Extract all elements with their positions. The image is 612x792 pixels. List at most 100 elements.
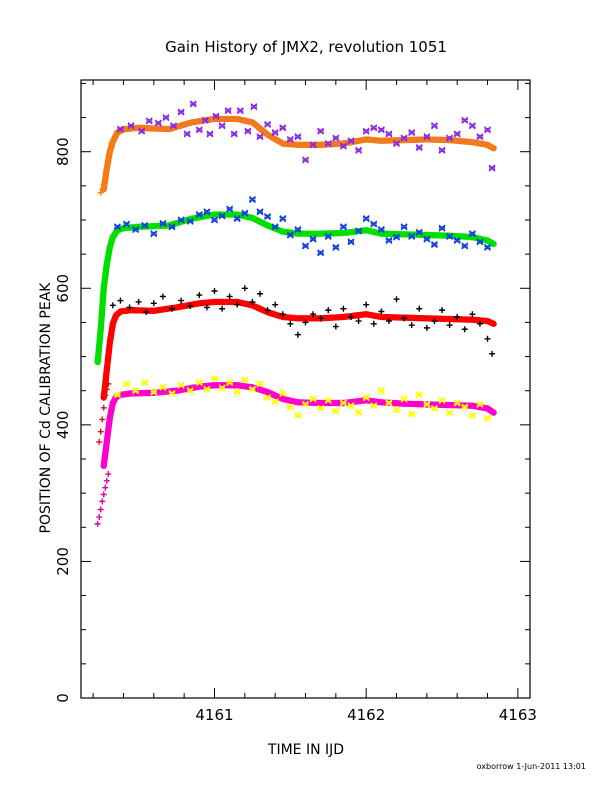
data-point (287, 404, 293, 410)
data-point (99, 416, 105, 422)
data-point (178, 109, 184, 115)
series-4 (114, 197, 490, 256)
data-point (386, 131, 392, 137)
data-point (454, 131, 460, 137)
data-point (485, 127, 491, 133)
data-point (237, 108, 243, 114)
data-point (485, 336, 491, 342)
x-axis-label: TIME IN IJD (267, 742, 344, 758)
data-point (371, 125, 377, 131)
data-point (401, 224, 407, 230)
data-point (295, 134, 301, 140)
data-series (94, 101, 496, 527)
data-point (95, 521, 101, 527)
data-point (333, 408, 339, 414)
data-point (265, 214, 271, 220)
x-tick-label: 4162 (347, 706, 385, 724)
data-point (469, 412, 475, 418)
data-point (303, 243, 309, 249)
plot-frame (81, 80, 530, 698)
data-point (184, 131, 190, 137)
data-point (227, 293, 233, 299)
data-point (196, 127, 202, 133)
data-point (219, 123, 225, 129)
data-point (257, 209, 263, 215)
series-9 (95, 471, 112, 527)
data-point (257, 381, 263, 387)
data-point (295, 412, 301, 418)
data-point (196, 292, 202, 298)
y-tick-label: 0 (54, 693, 72, 703)
data-point (155, 120, 161, 126)
data-point (249, 197, 255, 203)
data-point (386, 237, 392, 243)
data-point (225, 108, 231, 114)
data-point (207, 131, 213, 137)
series-8 (101, 382, 497, 469)
data-point (318, 250, 324, 256)
data-point (124, 381, 130, 387)
data-point (245, 128, 251, 134)
data-point (489, 165, 495, 171)
data-point (356, 147, 362, 153)
data-point (251, 104, 257, 110)
data-point (363, 216, 369, 222)
data-point (469, 123, 475, 129)
y-tick-label: 200 (54, 547, 72, 576)
data-point (378, 388, 384, 394)
data-point (151, 231, 157, 237)
data-point (447, 322, 453, 328)
data-point (146, 118, 152, 124)
data-point (431, 242, 437, 248)
data-point (439, 225, 445, 231)
data-point (163, 115, 169, 121)
data-point (409, 411, 415, 417)
data-point (110, 302, 116, 308)
data-point (211, 288, 217, 294)
data-point (231, 131, 237, 137)
data-point (310, 236, 316, 242)
data-point (489, 351, 495, 357)
data-point (272, 302, 278, 308)
data-point (356, 318, 362, 324)
data-point (333, 324, 339, 330)
data-point (371, 321, 377, 327)
data-point (348, 239, 354, 245)
data-point (409, 130, 415, 136)
y-tick-label: 600 (54, 274, 72, 303)
data-point (439, 307, 445, 313)
x-tick-label: 4161 (195, 706, 233, 724)
data-point (363, 302, 369, 308)
data-point (303, 157, 309, 163)
data-point (462, 326, 468, 332)
data-point (439, 147, 445, 153)
data-point (325, 307, 331, 313)
data-point (117, 298, 123, 304)
data-point (333, 135, 339, 141)
data-point (178, 298, 184, 304)
data-point (227, 206, 233, 212)
y-tick-label: 800 (54, 137, 72, 166)
data-point (136, 299, 142, 305)
data-point (409, 322, 415, 328)
footer-timestamp: oxborrow 1-Jun-2011 13:01 (477, 762, 586, 771)
data-point (340, 224, 346, 230)
data-point (485, 244, 491, 250)
data-point (190, 101, 196, 107)
data-point (105, 471, 111, 477)
data-point (151, 300, 157, 306)
data-point (272, 399, 278, 405)
data-point (101, 492, 107, 498)
data-point (99, 498, 105, 504)
data-point (242, 377, 248, 383)
data-point (211, 375, 217, 381)
data-point (416, 145, 422, 151)
data-point (462, 117, 468, 123)
data-point (272, 130, 278, 136)
data-point (295, 332, 301, 338)
data-point (257, 291, 263, 297)
curve-segment-point (489, 408, 495, 414)
data-point (416, 306, 422, 312)
data-point (280, 125, 286, 131)
data-point (102, 485, 108, 491)
